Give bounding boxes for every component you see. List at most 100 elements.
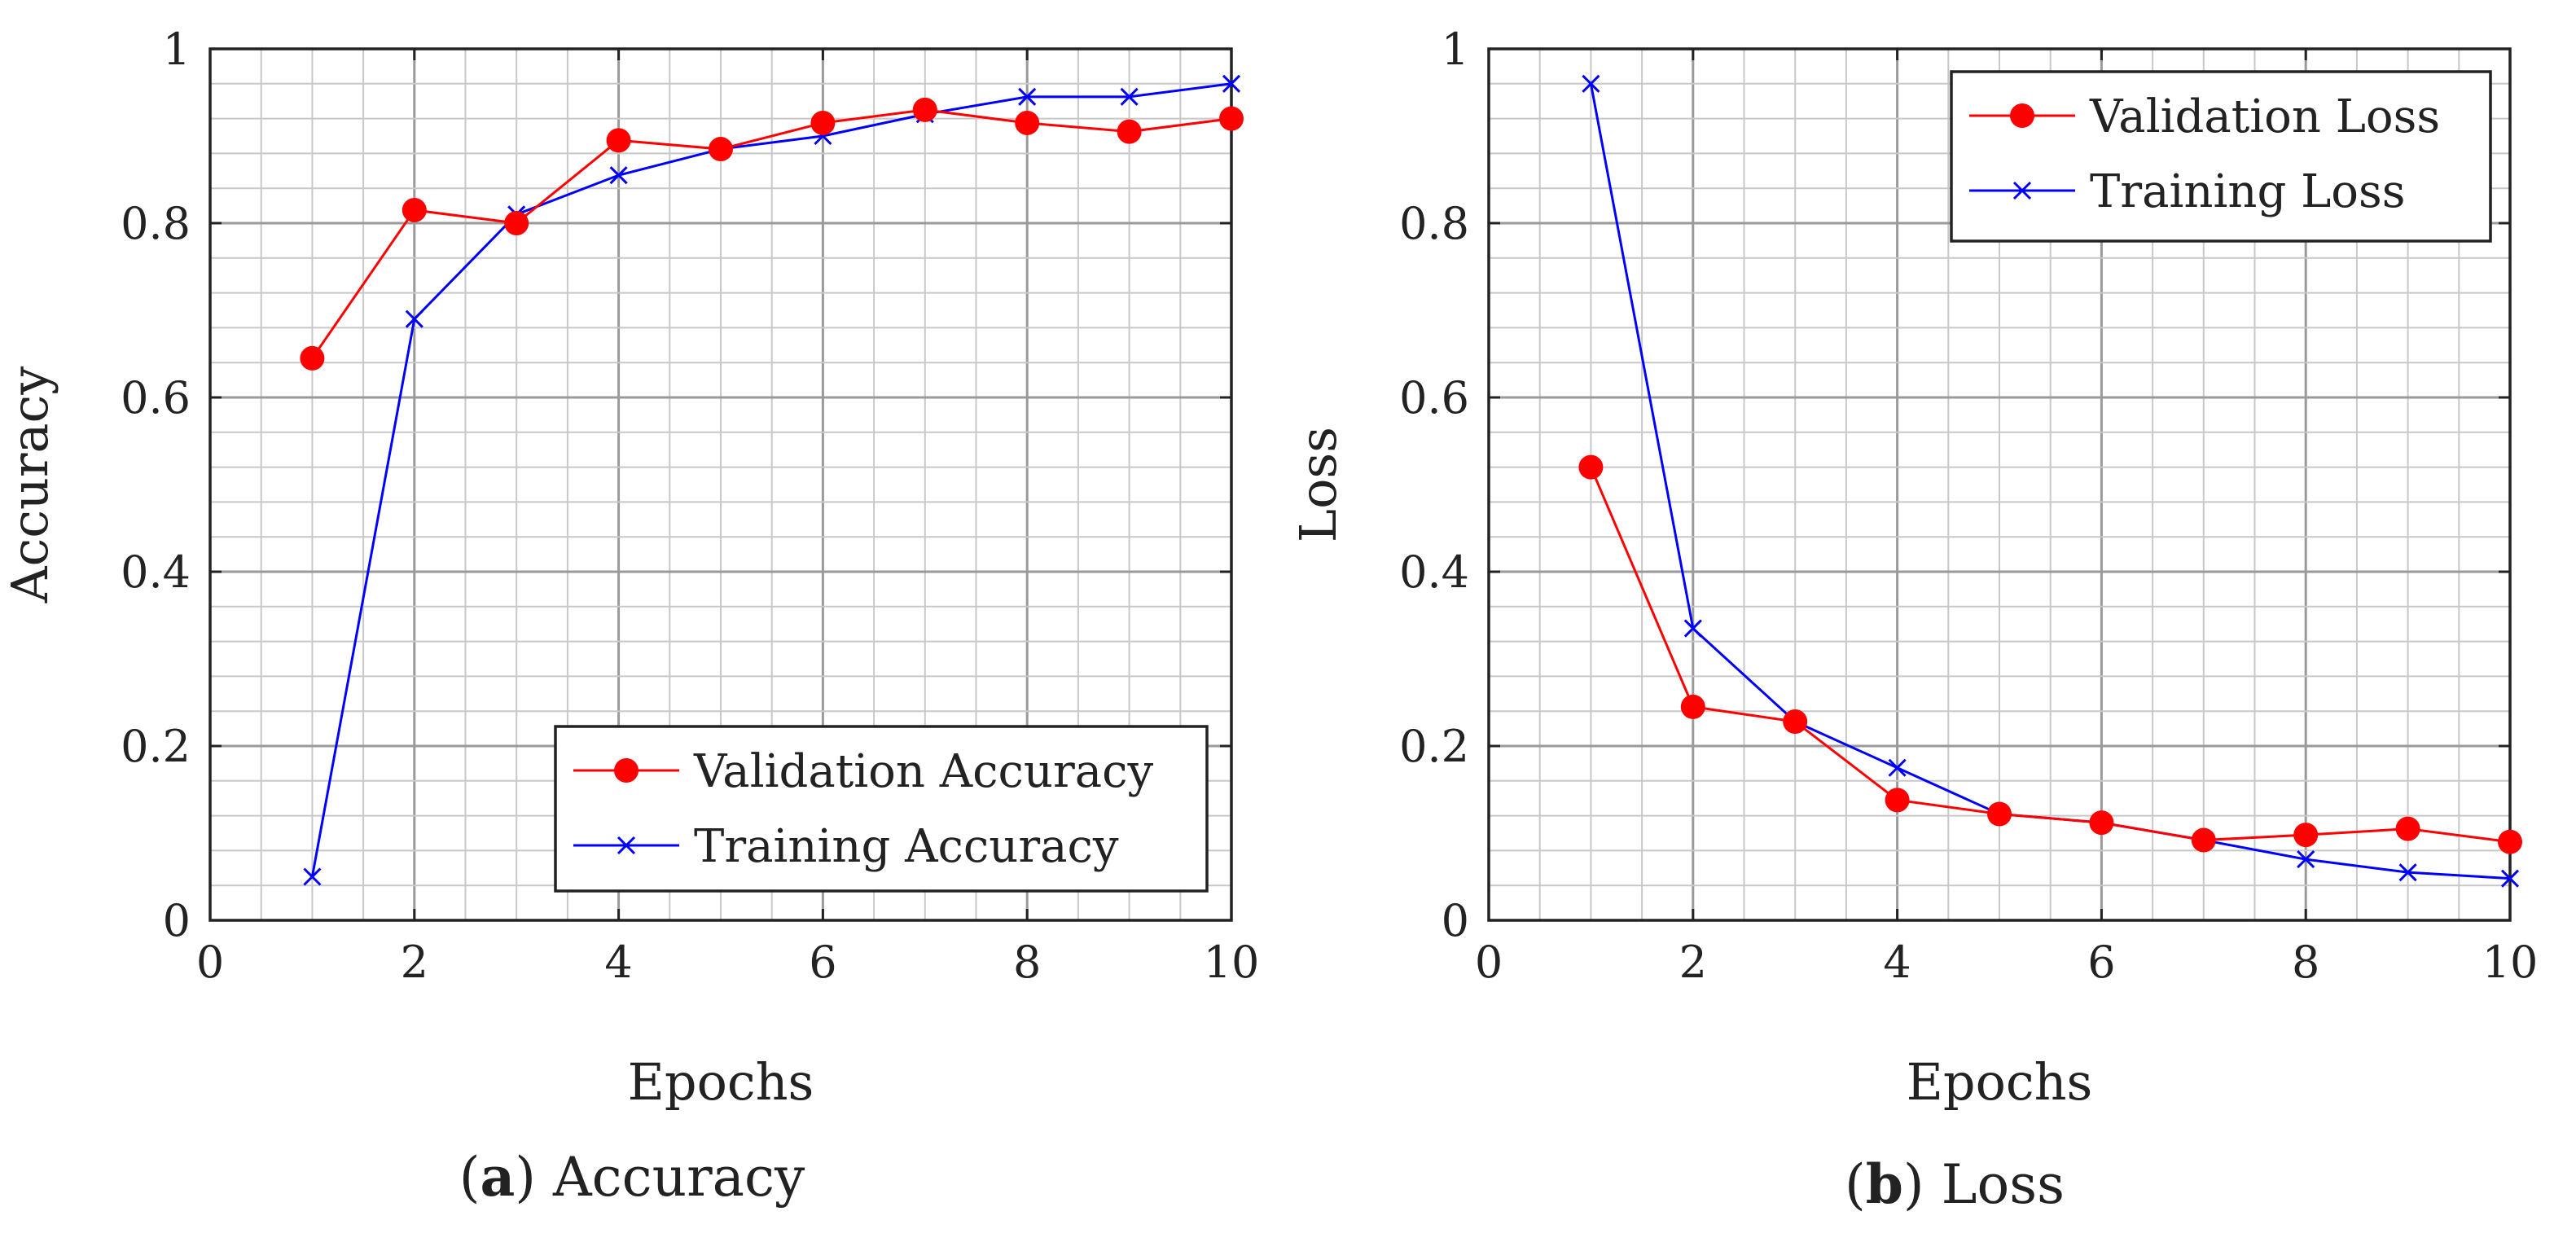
caption-paren-open: (: [459, 1146, 481, 1209]
data-point-circle: [1578, 454, 1604, 480]
accuracy-chart: 0 2 4 6 8 10 0 0.2 0.4 0.6 0.8 1 Epochs Accuracy Valid…: [0, 24, 1259, 1209]
x-marker-stroke: [1683, 619, 1702, 638]
data-point-circle: [606, 128, 631, 153]
legend-label: Validation Accuracy: [693, 745, 1153, 798]
y-tick-label: 1: [163, 24, 191, 75]
x-tick-label: 2: [401, 937, 428, 988]
x-marker-stroke: [1888, 758, 1907, 777]
x-tick-label: 8: [2292, 937, 2319, 988]
series-validation-accuracy: [300, 97, 1244, 371]
y-tick-label: 0.4: [1399, 546, 1469, 598]
caption-paren-open: (: [1845, 1153, 1866, 1216]
x-marker-stroke: [617, 836, 636, 855]
data-point-circle: [810, 110, 836, 135]
data-point-cross: [303, 867, 322, 886]
data-point-circle: [504, 211, 529, 235]
y-tick-label: 0.4: [121, 546, 191, 598]
grid: [1489, 49, 2510, 920]
subfigure-caption: (a) Accuracy: [459, 1145, 805, 1209]
legend-label: Training Accuracy: [694, 820, 1119, 873]
data-point-circle: [1219, 106, 1244, 131]
x-tick-label: 10: [1204, 937, 1260, 988]
y-tick-label: 0.8: [1399, 198, 1469, 249]
x-marker-stroke: [2500, 869, 2520, 888]
legend-marker-circle: [2010, 103, 2034, 128]
legend-marker-cross: [617, 836, 636, 855]
y-axis-label: Accuracy: [0, 366, 59, 604]
data-point-cross: [2500, 869, 2520, 888]
data-point-cross: [609, 166, 628, 185]
series-line: [311, 108, 1232, 359]
series-line: [1590, 467, 2511, 844]
data-point-cross: [1120, 87, 1139, 106]
data-point-cross: [1683, 619, 1702, 638]
x-tick-label: 8: [1013, 937, 1041, 988]
data-point-cross: [1222, 74, 1241, 93]
x-marker-stroke: [1222, 74, 1241, 93]
x-marker-stroke: [609, 166, 628, 185]
legend: Validation Loss Training Loss: [1950, 70, 2492, 243]
x-marker-stroke: [2012, 181, 2032, 200]
data-point-cross: [1888, 758, 1907, 777]
x-tick-label: 2: [1679, 937, 1707, 988]
data-point-circle: [2395, 816, 2420, 841]
x-marker-stroke: [2398, 863, 2417, 882]
caption-paren-close: ): [1903, 1153, 1942, 1216]
data-point-cross: [1018, 87, 1037, 106]
data-point-circle: [1117, 119, 1142, 144]
data-point-cross: [2398, 863, 2417, 882]
data-point-circle: [402, 197, 427, 222]
data-point-circle: [709, 137, 733, 162]
caption-paren-close: ): [515, 1146, 553, 1209]
x-marker-stroke: [405, 309, 423, 328]
data-point-circle: [2498, 829, 2522, 854]
y-tick-label: 0.6: [121, 372, 191, 424]
data-point-cross: [1582, 74, 1600, 93]
x-tick-label: 4: [1883, 937, 1911, 988]
data-point-circle: [2089, 810, 2114, 836]
caption-text: Accuracy: [552, 1146, 805, 1209]
data-point-cross: [405, 309, 423, 328]
data-point-circle: [1783, 709, 1808, 735]
loss-chart: 0 2 4 6 8 10 0 0.2 0.4 0.6 0.8 1 Epochs Loss Validatio…: [1288, 24, 2538, 1216]
legend-marker-cross: [2012, 181, 2032, 200]
series-line: [310, 82, 1232, 877]
legend-box: [1950, 70, 2492, 243]
data-point-circle: [1885, 788, 1910, 813]
y-tick-label: 0.8: [121, 198, 191, 249]
legend-box: [554, 725, 1209, 893]
x-marker-stroke: [1120, 87, 1139, 106]
data-point-circle: [1987, 801, 2012, 827]
x-marker-stroke: [303, 867, 322, 886]
x-tick-label: 10: [2482, 937, 2539, 988]
axes-frame: [208, 47, 1233, 922]
y-tick-label: 0: [163, 895, 191, 946]
y-axis-label: Loss: [1288, 427, 1348, 542]
series-validation-loss: [1578, 454, 2522, 854]
data-point-circle: [2293, 823, 2319, 848]
axes-frame: [1487, 47, 2512, 922]
data-point-circle: [2191, 827, 2216, 853]
x-tick-label: 4: [604, 937, 632, 988]
legend-marker-circle: [614, 758, 639, 783]
legend-label: Validation Loss: [2089, 90, 2440, 143]
y-tick-label: 0: [1442, 895, 1469, 946]
data-point-cross: [2297, 850, 2315, 869]
data-point-circle: [1015, 110, 1040, 135]
x-marker-stroke: [1582, 74, 1600, 93]
caption-tag: b: [1866, 1152, 1903, 1216]
x-marker-stroke: [1018, 87, 1037, 106]
data-point-circle: [912, 97, 937, 122]
y-tick-label: 0.2: [1399, 721, 1469, 772]
y-tick-label: 1: [1442, 24, 1469, 75]
x-axis-label: Epochs: [1907, 1052, 2093, 1112]
caption-tag: a: [481, 1145, 516, 1209]
legend: Validation Accuracy Training Accuracy: [554, 725, 1209, 893]
data-point-circle: [1680, 694, 1705, 719]
caption-text: Loss: [1942, 1153, 2065, 1216]
x-tick-label: 0: [196, 937, 224, 988]
data-point-circle: [300, 345, 325, 371]
x-axis-label: Epochs: [628, 1052, 814, 1112]
subfigure-caption: (b) Loss: [1845, 1152, 2065, 1216]
